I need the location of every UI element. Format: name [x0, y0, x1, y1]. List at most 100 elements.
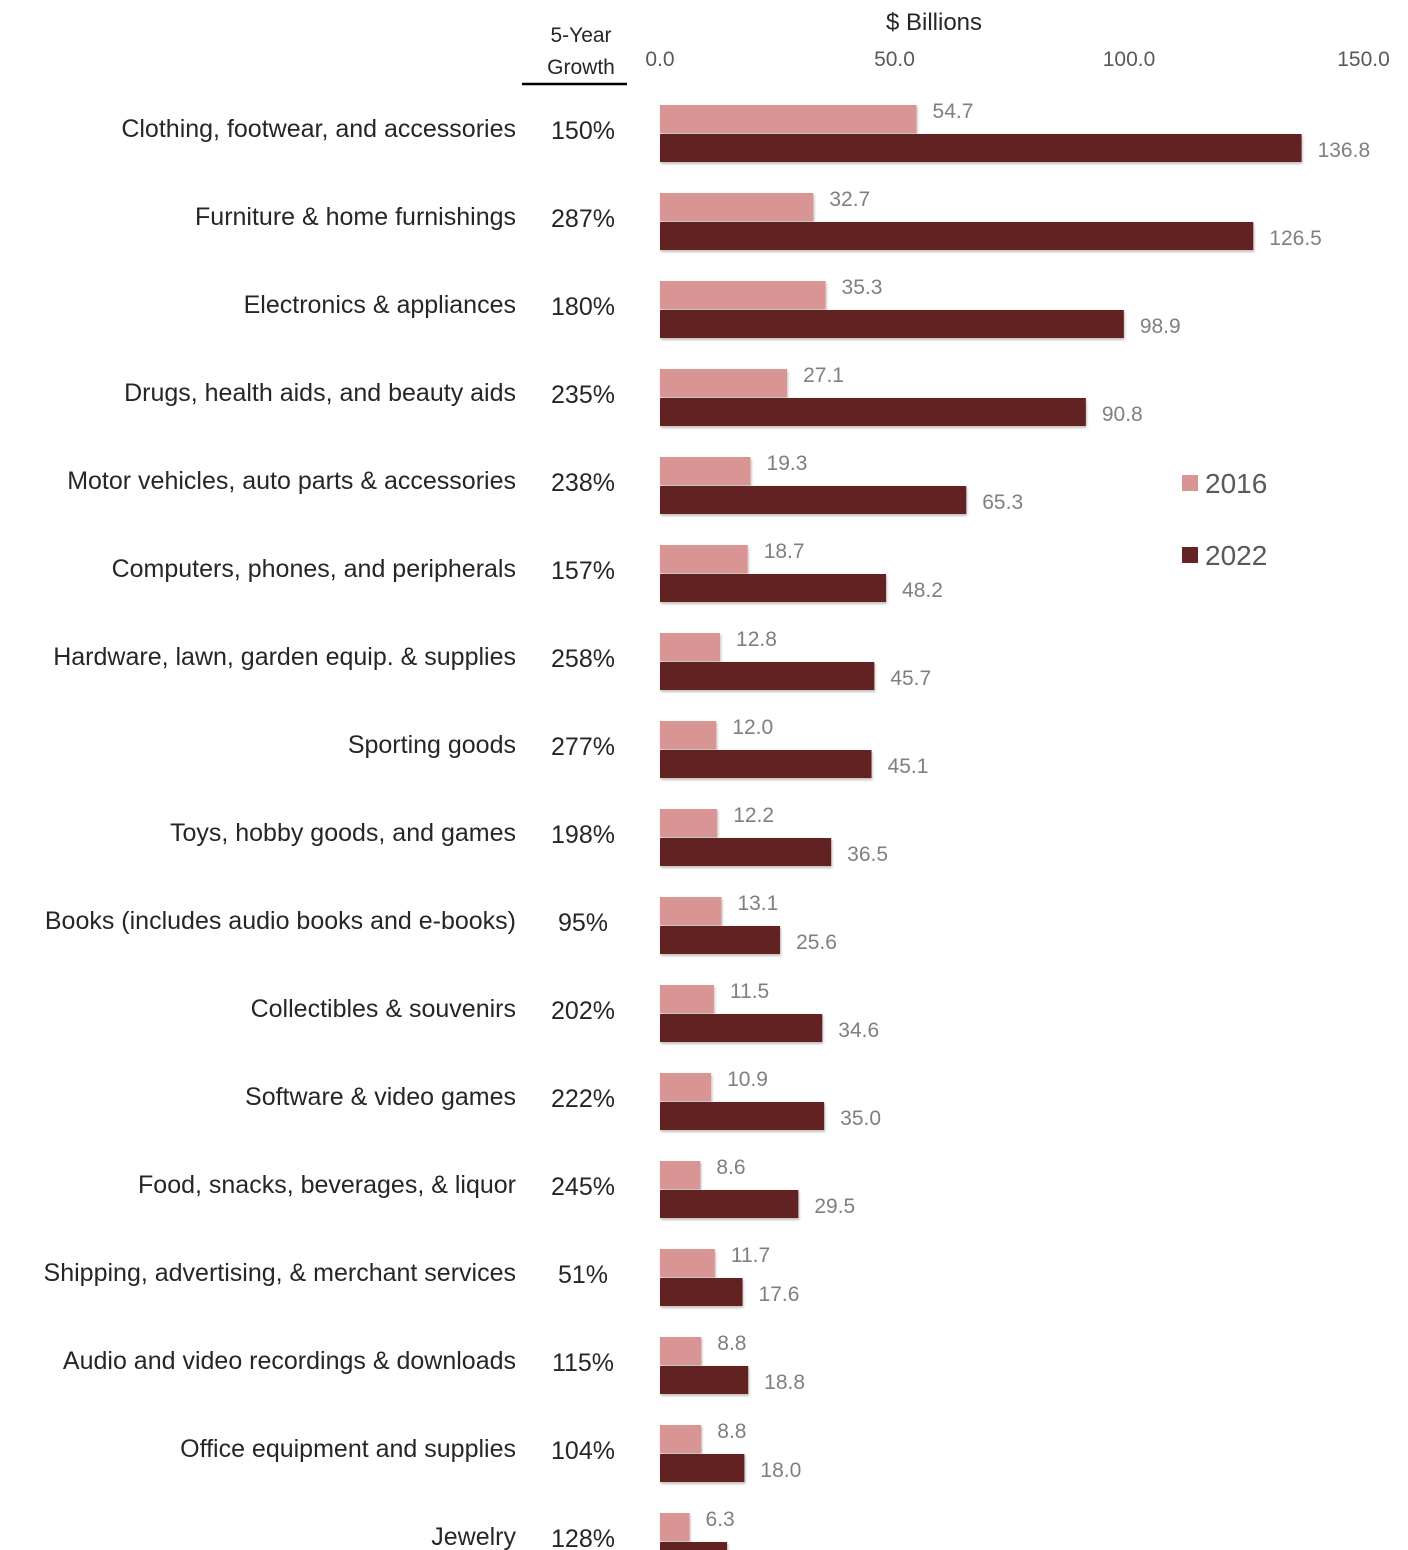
- data-label-2016: 35.3: [842, 276, 883, 299]
- bar-2016: [660, 1513, 690, 1541]
- x-tick-label: 100.0: [1103, 48, 1156, 71]
- category-row: Electronics & appliances 180% 35.3 98.9: [244, 276, 1181, 338]
- data-label-2022: 65.3: [982, 491, 1023, 514]
- bar-2016: [660, 721, 717, 749]
- data-label-2022: 34.6: [838, 1019, 879, 1042]
- category-label: Collectibles & souvenirs: [251, 995, 516, 1023]
- data-label-2016: 11.5: [730, 980, 769, 1003]
- bar-rows: Clothing, footwear, and accessories 150% 5…: [44, 100, 1370, 1550]
- data-label-2016: 10.9: [727, 1068, 768, 1091]
- category-row: Food, snacks, beverages, & liquor 245% 8.6…: [138, 1156, 855, 1218]
- category-row: Computers, phones, and peripherals 157% 18…: [112, 540, 943, 602]
- data-label-2016: 11.7: [731, 1244, 770, 1267]
- data-label-2016: 8.6: [716, 1156, 745, 1179]
- growth-value: 150%: [551, 117, 615, 145]
- bar-2022: [660, 1102, 825, 1130]
- category-label: Computers, phones, and peripherals: [112, 555, 516, 583]
- bar-2022: [660, 310, 1124, 338]
- category-row: Jewelry 128% 6.3 14.3: [431, 1508, 784, 1550]
- category-label: Sporting goods: [348, 731, 516, 759]
- bar-2016: [660, 633, 721, 661]
- data-label-2022: 48.2: [902, 579, 943, 602]
- bar-2022: [660, 838, 832, 866]
- x-axis-title: $ Billions: [886, 9, 982, 36]
- category-row: Hardware, lawn, garden equip. & supplies…: [53, 628, 931, 690]
- data-label-2022: 98.9: [1140, 315, 1181, 338]
- bar-2016: [660, 369, 788, 397]
- category-label: Hardware, lawn, garden equip. & supplies: [53, 643, 516, 671]
- growth-value: 287%: [551, 205, 615, 233]
- category-label: Electronics & appliances: [244, 291, 516, 319]
- data-label-2016: 13.1: [737, 892, 778, 915]
- growth-value: 180%: [551, 293, 615, 321]
- data-label-2016: 12.2: [733, 804, 774, 827]
- bar-2016: [660, 105, 917, 133]
- bar-2022: [660, 398, 1086, 426]
- bar-2016: [660, 193, 814, 221]
- growth-value: 277%: [551, 733, 615, 761]
- bar-2022: [660, 926, 781, 954]
- bar-2022: [660, 222, 1254, 250]
- category-label: Toys, hobby goods, and games: [170, 819, 516, 847]
- bar-2016: [660, 985, 714, 1013]
- bar-2016: [660, 809, 718, 837]
- bar-2022: [660, 1190, 799, 1218]
- category-label: Drugs, health aids, and beauty aids: [124, 379, 516, 407]
- category-row: Furniture & home furnishings 287% 32.7 126.…: [195, 188, 1322, 250]
- bar-2022: [660, 486, 967, 514]
- data-label-2016: 6.3: [706, 1508, 735, 1531]
- category-label: Furniture & home furnishings: [195, 203, 516, 231]
- bar-2016: [660, 1249, 715, 1277]
- category-label: Shipping, advertising, & merchant servic…: [44, 1259, 516, 1287]
- data-label-2016: 8.8: [717, 1332, 746, 1355]
- bar-2016: [660, 1161, 701, 1189]
- bar-2022: [660, 134, 1302, 162]
- data-label-2022: 18.0: [760, 1459, 801, 1482]
- category-label: Jewelry: [431, 1523, 516, 1550]
- category-label: Clothing, footwear, and accessories: [121, 115, 516, 143]
- bar-2022: [660, 662, 875, 690]
- data-label-2022: 45.1: [888, 755, 929, 778]
- data-label-2022: 25.6: [796, 931, 837, 954]
- category-row: Shipping, advertising, & merchant servic…: [44, 1244, 800, 1306]
- legend-swatch-2022: [1182, 547, 1198, 563]
- category-row: Audio and video recordings & downloads 11…: [63, 1332, 805, 1394]
- category-label: Audio and video recordings & downloads: [63, 1347, 516, 1375]
- data-label-2022: 18.8: [764, 1371, 805, 1394]
- category-label: Software & video games: [245, 1083, 516, 1111]
- legend: 2016 2022: [1182, 468, 1267, 571]
- data-label-2016: 12.0: [732, 716, 773, 739]
- category-label: Books (includes audio books and e-books): [45, 907, 516, 935]
- bar-2016: [660, 545, 748, 573]
- legend-label-2022: 2022: [1205, 540, 1267, 571]
- data-label-2016: 27.1: [803, 364, 844, 387]
- bar-2022: [660, 1366, 749, 1394]
- bar-2022: [660, 750, 872, 778]
- growth-value: 157%: [551, 557, 615, 585]
- bar-2016: [660, 1337, 702, 1365]
- category-label: Food, snacks, beverages, & liquor: [138, 1171, 516, 1199]
- growth-value: 222%: [551, 1085, 615, 1113]
- bar-2022: [660, 1542, 728, 1550]
- data-label-2016: 8.8: [717, 1420, 746, 1443]
- data-label-2022: 35.0: [840, 1107, 881, 1130]
- category-row: Sporting goods 277% 12.0 45.1: [348, 716, 929, 778]
- category-row: Office equipment and supplies 104% 8.8 18.0: [180, 1420, 801, 1482]
- growth-value: 95%: [558, 909, 608, 937]
- data-label-2016: 19.3: [767, 452, 808, 475]
- legend-swatch-2016: [1182, 475, 1198, 491]
- x-tick-label: 0.0: [645, 48, 674, 71]
- category-row: Clothing, footwear, and accessories 150% 5…: [121, 100, 1370, 162]
- growth-value: 51%: [558, 1261, 608, 1289]
- category-row: Toys, hobby goods, and games 198% 12.2 36.5: [170, 804, 888, 866]
- legend-label-2016: 2016: [1205, 468, 1267, 499]
- data-label-2016: 54.7: [933, 100, 974, 123]
- category-label: Office equipment and supplies: [180, 1435, 516, 1463]
- bar-2016: [660, 897, 722, 925]
- data-label-2022: 17.6: [759, 1283, 800, 1306]
- category-row: Software & video games 222% 10.9 35.0: [245, 1068, 881, 1130]
- data-label-2022: 36.5: [847, 843, 888, 866]
- growth-value: 198%: [551, 821, 615, 849]
